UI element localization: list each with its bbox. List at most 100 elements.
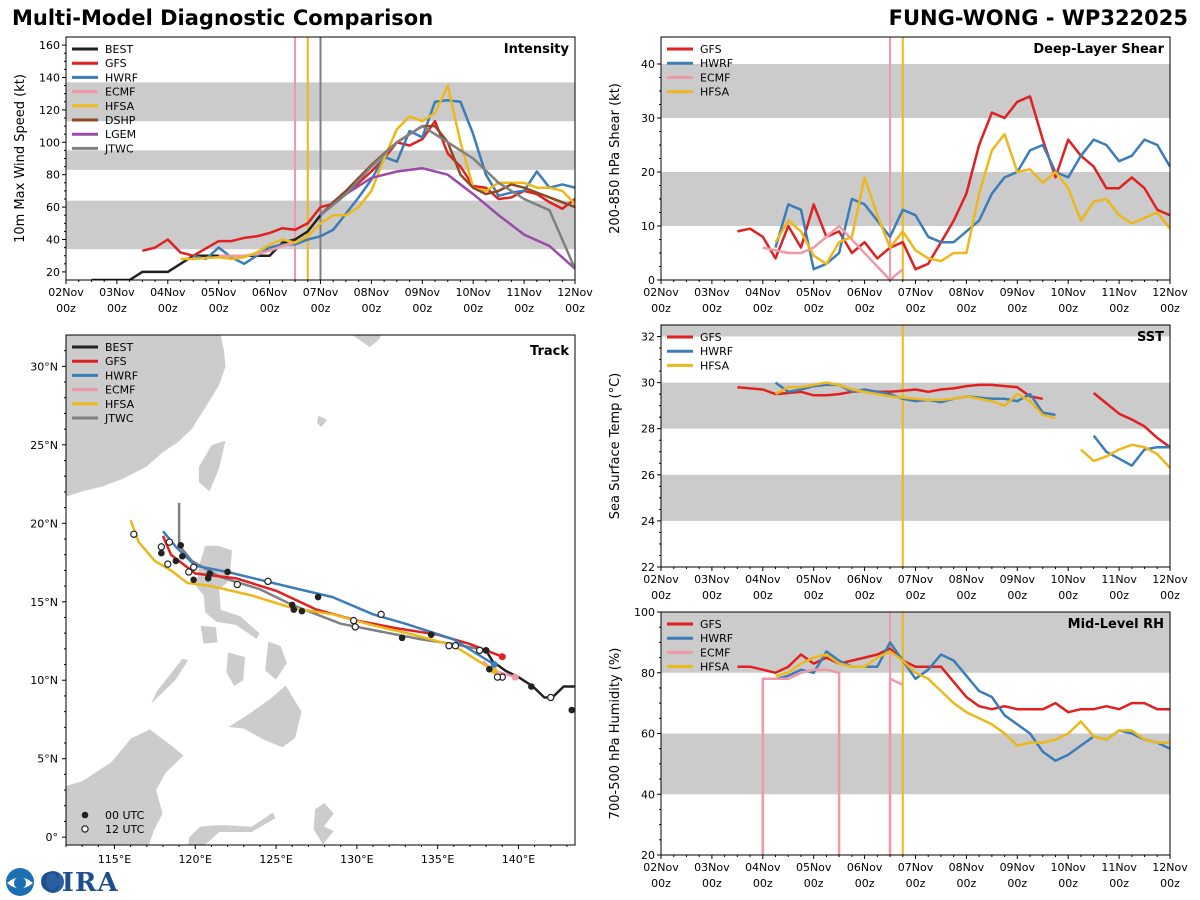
storm-id-title: FUNG-WONG - WP322025 <box>888 6 1188 30</box>
x-tick-label: 00z <box>311 302 331 315</box>
track-point-00utc <box>290 606 298 613</box>
panel-rh: 20 40 60 80 100 02Nov 00z 03Nov 00z 04Nov 00z 05Nov… <box>608 606 1188 890</box>
track-point-12utc <box>547 693 555 702</box>
land-sulawesi <box>187 811 277 845</box>
x-tick-label: 00z <box>651 877 671 890</box>
y-tick-label: 32 <box>641 331 655 344</box>
track-line-hfsa <box>129 519 495 672</box>
track-point-00utc <box>224 568 231 576</box>
x-tick-label: 05Nov <box>796 573 832 586</box>
track-point-00utc <box>204 574 212 582</box>
x-tick-label: 135°E <box>421 853 454 866</box>
y-tick-label: 10 <box>641 220 655 233</box>
legend-label-hwrf: HWRF <box>105 71 138 84</box>
track-point-12utc <box>189 563 198 571</box>
x-tick-label: 02Nov <box>48 286 84 299</box>
legend-label-dshp: DSHP <box>105 114 136 127</box>
x-tick-label: 08Nov <box>949 861 985 874</box>
track-lines <box>129 502 575 714</box>
track-point-12utc <box>164 560 172 568</box>
x-tick-label: 04Nov <box>745 573 781 586</box>
track-point-00utc <box>177 541 185 549</box>
plot-frame <box>65 334 576 846</box>
x-tick-label: 00z <box>855 302 875 315</box>
x-tick-label: 12Nov <box>1152 286 1188 299</box>
y-axis-label: 200-850 hPa Shear (kt) <box>608 83 623 234</box>
y-tick-label: 160 <box>39 39 60 52</box>
y-tick-label: 100 <box>634 606 655 619</box>
series-line-ecmf <box>762 224 904 280</box>
x-tick-label: 03Nov <box>694 286 730 299</box>
x-tick-label: 115°E <box>98 853 131 866</box>
x-tick-label: 00z <box>1058 589 1078 602</box>
x-tick-label: 00z <box>957 589 977 602</box>
series-line-hfsa <box>774 132 1170 266</box>
legend-label-gfs: GFS <box>105 355 127 368</box>
series-line-ecmf <box>218 241 296 257</box>
legend-label-hfsa: HFSA <box>700 359 730 372</box>
track-point-00utc <box>486 665 493 673</box>
track-point-00utc <box>398 634 406 642</box>
x-tick-label: 06Nov <box>847 861 883 874</box>
x-tick-label: 05Nov <box>796 286 832 299</box>
x-tick-label: 00z <box>957 302 977 315</box>
y-tick-label: 26 <box>641 469 655 482</box>
x-tick-label: 00z <box>412 302 432 315</box>
legend-label-00utc: 00 UTC <box>105 809 145 822</box>
x-tick-label: 125°E <box>259 853 292 866</box>
land-panay-negros <box>225 651 246 688</box>
track-point-12utc <box>185 568 193 576</box>
series-line-lgem <box>319 166 575 270</box>
legend-label-gfs: GFS <box>105 57 127 70</box>
legend-label-hwrf: HWRF <box>105 369 138 382</box>
x-tick-label: 00z <box>514 302 534 315</box>
land-china <box>66 335 227 498</box>
x-tick-label: 11Nov <box>1101 861 1137 874</box>
x-tick-label: 02Nov <box>643 861 679 874</box>
y-tick-label: 120 <box>39 104 60 117</box>
x-tick-label: 00z <box>906 302 926 315</box>
x-tick-label: 03Nov <box>694 573 730 586</box>
x-tick-label: 120°E <box>179 853 212 866</box>
series-line-gfs <box>737 95 1170 271</box>
track-line-hwrf <box>162 530 495 666</box>
y-tick-label: 20 <box>641 166 655 179</box>
x-tick-label: 09Nov <box>405 286 441 299</box>
x-tick-label: 05Nov <box>201 286 237 299</box>
x-tick-label: 00z <box>753 589 773 602</box>
land-luzon <box>194 544 261 640</box>
x-tick-label: 08Nov <box>949 573 985 586</box>
x-tick-label: 00z <box>1109 589 1129 602</box>
track-point-12utc <box>445 642 453 650</box>
y-tick-label: 30 <box>641 377 655 390</box>
x-tick-label: 09Nov <box>1000 861 1036 874</box>
y-tick-label: 22 <box>641 561 655 574</box>
track-point-12utc <box>349 616 358 625</box>
panel-title: Intensity <box>504 42 570 57</box>
track-point-00utc <box>190 576 197 584</box>
y-tick-label: 15°N <box>30 596 58 609</box>
track-point-12utc <box>264 577 272 586</box>
x-tick-label: 00z <box>565 302 585 315</box>
track-point-00utc <box>179 552 186 560</box>
x-tick-label: 00z <box>702 589 722 602</box>
y-tick-label: 10°N <box>30 674 58 687</box>
land-okinawa <box>316 414 329 429</box>
x-tick-label: 12Nov <box>1152 861 1188 874</box>
x-tick-label: 00z <box>158 302 178 315</box>
land-mindanao <box>226 684 303 749</box>
x-tick-label: 00z <box>906 877 926 890</box>
x-tick-label: 00z <box>855 589 875 602</box>
x-tick-label: 00z <box>702 302 722 315</box>
y-tick-label: 5°N <box>37 753 58 766</box>
x-tick-label: 00z <box>362 302 382 315</box>
track-point-00utc <box>314 593 322 601</box>
x-tick-label: 10Nov <box>1050 861 1086 874</box>
legend-label-jtwc: JTWC <box>104 412 134 425</box>
legend-label-gfs: GFS <box>700 43 722 56</box>
y-axis-label: Sea Surface Temp (°C) <box>608 373 623 520</box>
series-line-hwrf <box>774 381 1170 467</box>
x-tick-label: 00z <box>1109 302 1129 315</box>
